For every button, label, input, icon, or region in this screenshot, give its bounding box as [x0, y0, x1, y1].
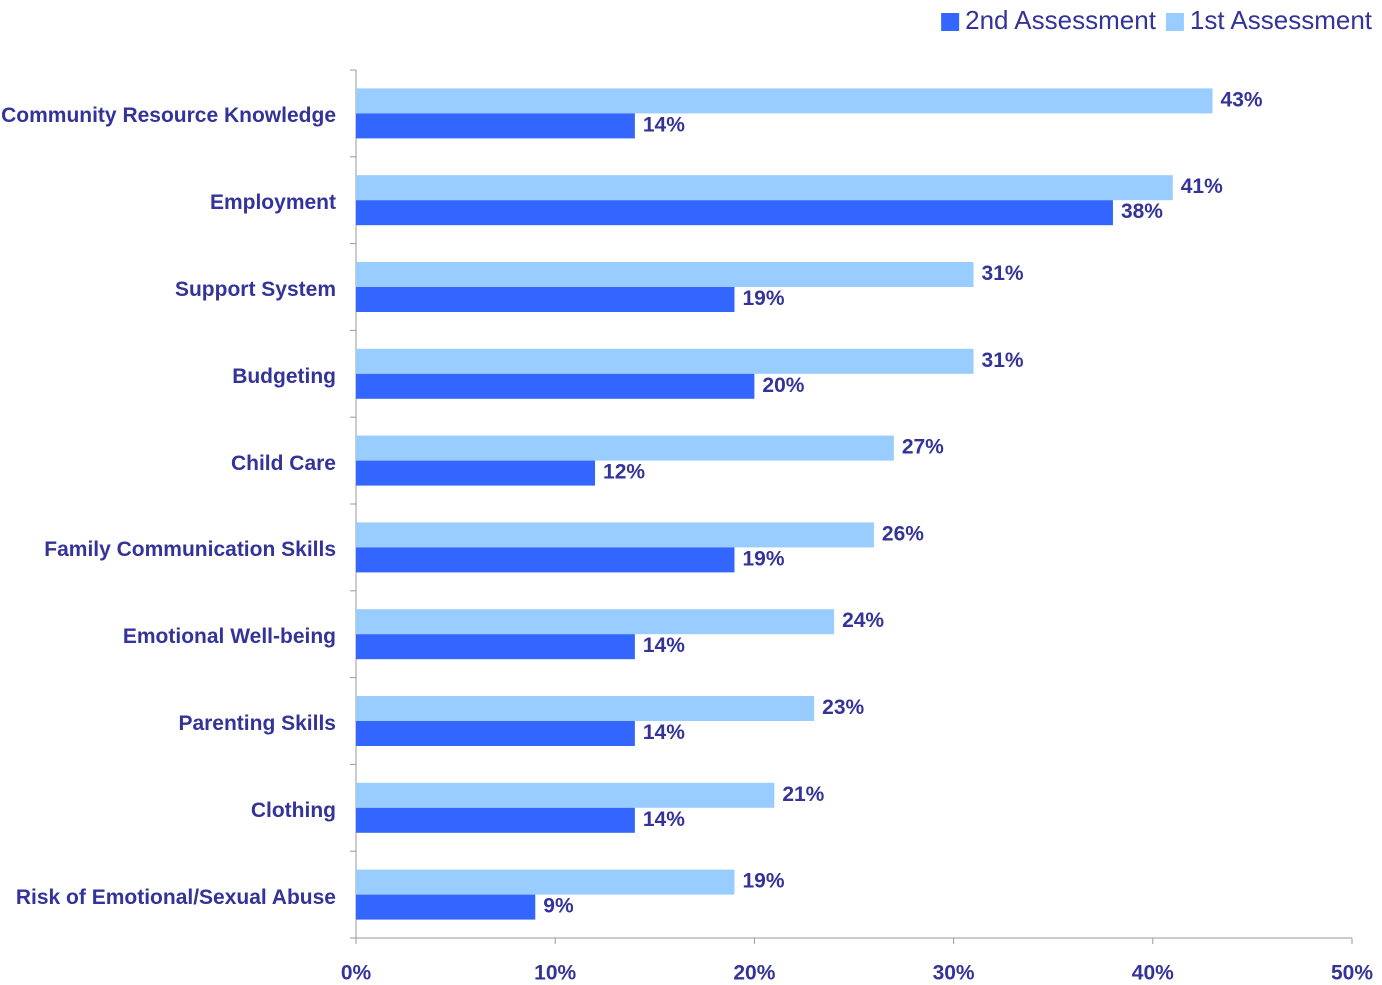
category-label: Community Resource Knowledge	[0, 76, 336, 156]
bar	[356, 262, 974, 287]
value-label: 12%	[603, 461, 645, 484]
bar	[356, 287, 735, 312]
value-label: 27%	[902, 436, 944, 459]
bar	[356, 609, 835, 635]
x-tick-label: 30%	[933, 962, 975, 985]
bar	[356, 634, 635, 660]
bar	[356, 807, 635, 833]
category-text: Risk of Emotional/Sexual Abuse	[15, 885, 336, 909]
bar	[356, 460, 596, 486]
bar	[356, 373, 755, 399]
category-text: Parenting Skills	[178, 712, 336, 735]
category-label: Employment	[0, 163, 336, 243]
bar	[356, 547, 735, 573]
category-text: Support System	[174, 278, 336, 301]
value-label: 31%	[982, 262, 1024, 285]
bar	[356, 721, 635, 746]
bar	[356, 696, 815, 721]
value-label: 14%	[643, 721, 685, 744]
bar	[356, 175, 1173, 201]
value-label: 31%	[982, 349, 1024, 372]
value-label: 14%	[643, 113, 685, 136]
value-label: 20%	[762, 374, 804, 397]
category-text: Child Care	[230, 451, 336, 475]
x-tick-label: 0%	[341, 962, 372, 985]
value-label: 21%	[782, 783, 824, 806]
bar	[356, 869, 735, 895]
value-label: 24%	[842, 609, 884, 632]
value-label: 19%	[742, 547, 784, 570]
category-text: Community Resource Knowledge	[1, 104, 336, 128]
category-text: Clothing	[250, 798, 336, 822]
category-label: Emotional Well-being	[0, 597, 336, 677]
bar	[356, 348, 974, 374]
bar	[356, 435, 894, 461]
value-label: 14%	[643, 634, 685, 657]
legend-label: 2nd Assessment	[965, 5, 1157, 35]
category-text: Employment	[209, 191, 336, 215]
bar	[356, 522, 874, 548]
legend-swatch	[941, 13, 960, 31]
value-label: 19%	[742, 870, 784, 893]
category-label: Budgeting	[0, 337, 336, 417]
value-label: 41%	[1181, 175, 1223, 198]
value-label: 43%	[1221, 88, 1263, 111]
value-label: 9%	[543, 895, 574, 918]
value-label: 38%	[1121, 200, 1163, 223]
category-label: Parenting Skills	[0, 684, 336, 764]
value-label: 14%	[643, 808, 685, 831]
x-tick-label: 50%	[1331, 962, 1373, 985]
category-label: Support System	[0, 250, 336, 330]
bar	[356, 200, 1113, 226]
category-text: Budgeting	[232, 364, 336, 388]
category-text: Emotional Well-being	[122, 625, 336, 649]
value-label: 26%	[882, 522, 924, 545]
category-label: Child Care	[0, 424, 336, 504]
value-label: 19%	[742, 287, 784, 310]
x-tick-label: 40%	[1132, 962, 1174, 985]
category-text: Family Communication Skills	[44, 538, 336, 562]
category-label: Risk of Emotional/Sexual Abuse	[0, 858, 336, 938]
bar	[356, 113, 635, 139]
category-label: Family Communication Skills	[0, 510, 336, 590]
bar	[356, 782, 775, 808]
bar	[356, 88, 1213, 114]
legend-swatch	[1165, 13, 1184, 31]
bar	[356, 894, 536, 920]
x-tick-label: 10%	[534, 962, 576, 985]
value-label: 23%	[822, 696, 864, 719]
category-label: Clothing	[0, 771, 336, 851]
x-tick-label: 20%	[733, 962, 775, 985]
legend-label: 1st Assessment	[1190, 5, 1373, 35]
